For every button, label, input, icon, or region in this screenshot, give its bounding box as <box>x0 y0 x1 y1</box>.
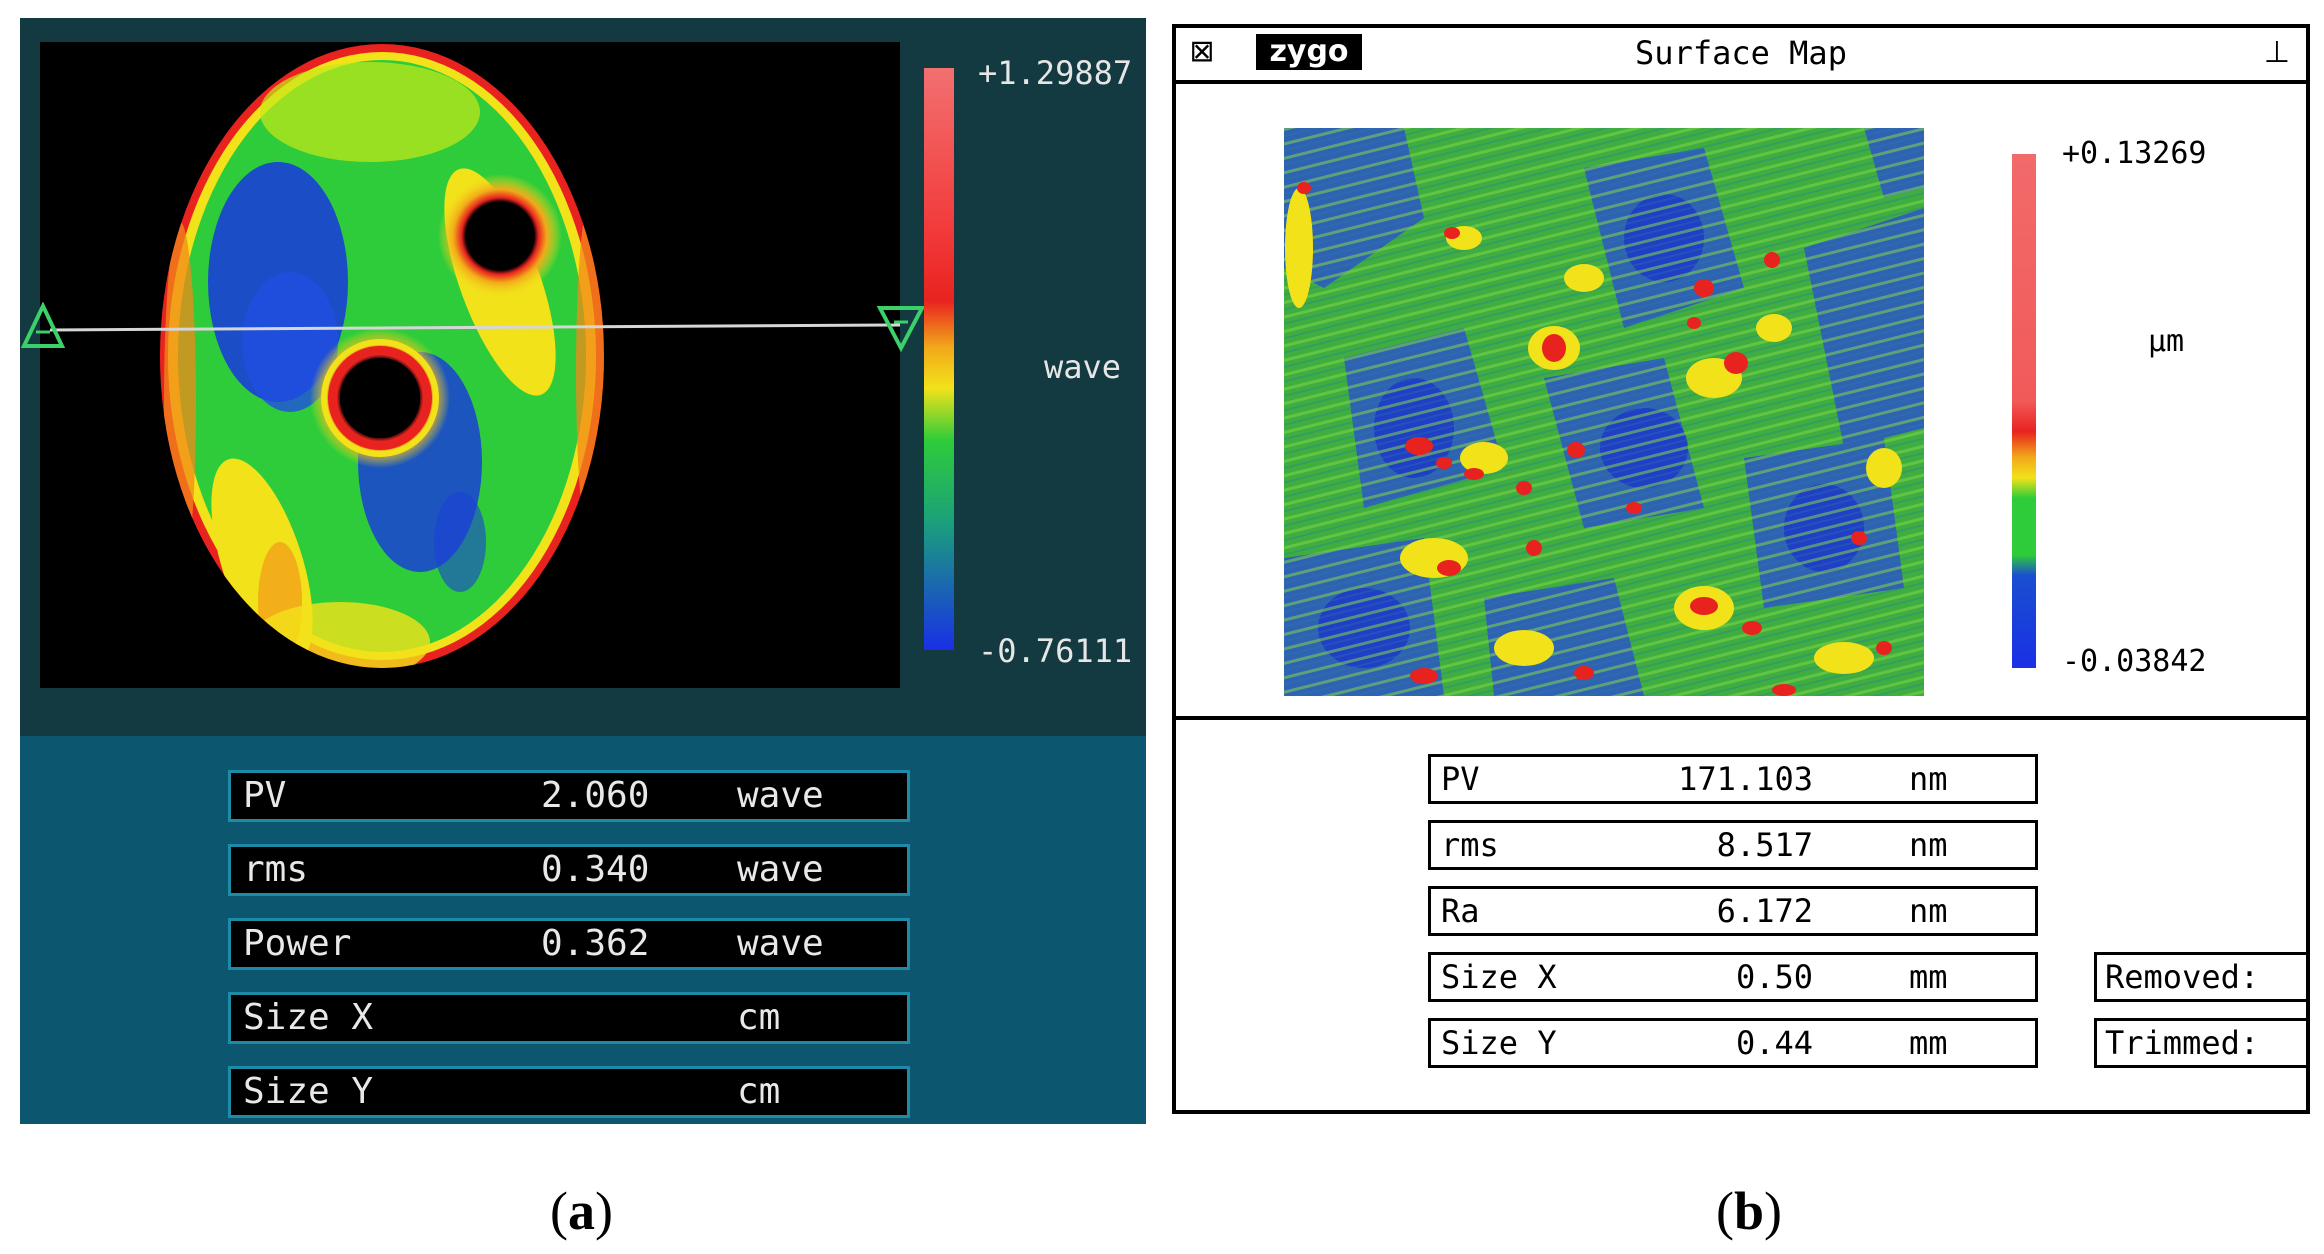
window-titlebar: ⊠ zygo Surface Map ⊥ <box>1176 28 2306 84</box>
window-pin-icon[interactable]: ⊥ <box>2263 35 2291 70</box>
zygo-logo: zygo <box>1256 34 1362 70</box>
row-unit: mm <box>1909 958 1948 996</box>
panel-a-color-scale-bar <box>924 68 954 650</box>
row-value: 0.44 <box>1735 1024 1813 1062</box>
panel-a-row-size-y: Size Y cm <box>228 1066 910 1118</box>
panel-a-surface-map[interactable] <box>40 42 900 688</box>
panel-a-row-power: Power 0.362 wave <box>228 918 910 970</box>
panel-a-scale-max: +1.29887 <box>978 54 1133 92</box>
row-value: 6.172 <box>1716 892 1813 930</box>
caption-a: (a) <box>550 1181 613 1241</box>
row-unit: mm <box>1909 1024 1948 1062</box>
trimmed-field: Trimmed: <box>2094 1018 2306 1068</box>
row-label: Size Y <box>1441 1024 1557 1062</box>
profile-end-marker-icon[interactable] <box>876 302 926 352</box>
panel-b-row-ra: Ra 6.172 nm <box>1428 886 2038 936</box>
row-label: Power <box>243 923 352 964</box>
row-unit: nm <box>1909 760 1948 798</box>
row-unit: cm <box>737 1071 781 1112</box>
panel-b-scale-unit: μm <box>2148 324 2185 359</box>
row-value: 0.340 <box>541 849 650 890</box>
row-value: 171.103 <box>1678 760 1813 798</box>
row-label: PV <box>1441 760 1480 798</box>
panel-b-display-area: +0.13269 μm -0.03842 <box>1176 84 2306 720</box>
row-label: PV <box>243 775 287 816</box>
profile-start-marker-icon[interactable] <box>20 302 66 352</box>
panel-a-row-pv: PV 2.060 wave <box>228 770 910 822</box>
panel-b-row-size-y: Size Y 0.44 mm <box>1428 1018 2038 1068</box>
row-unit: nm <box>1909 826 1948 864</box>
row-label: Size X <box>1441 958 1557 996</box>
panel-a-results-table: PV 2.060 wave rms 0.340 wave Power 0.362… <box>20 736 1146 1124</box>
row-label: rms <box>243 849 309 890</box>
row-unit: wave <box>737 775 824 816</box>
row-value: 0.50 <box>1735 958 1813 996</box>
panel-b-scale-max: +0.13269 <box>2062 136 2207 171</box>
panel-a-scale-min: -0.76111 <box>978 632 1133 670</box>
panel-b-row-rms: rms 8.517 nm <box>1428 820 2038 870</box>
row-value: 2.060 <box>541 775 650 816</box>
row-label: rms <box>1441 826 1499 864</box>
panel-a-row-size-x: Size X cm <box>228 992 910 1044</box>
row-unit: nm <box>1909 892 1948 930</box>
panel-b-row-size-x: Size X 0.50 mm <box>1428 952 2038 1002</box>
elliptical-wavefront-map <box>160 44 604 668</box>
row-label: Ra <box>1441 892 1480 930</box>
panel-b-surface-map[interactable] <box>1284 128 1924 696</box>
panel-a-scale-unit: wave <box>1044 348 1122 386</box>
profile-line-overlay <box>49 323 901 332</box>
removed-field: Removed: <box>2094 952 2306 1002</box>
panel-a-row-rms: rms 0.340 wave <box>228 844 910 896</box>
caption-b: (b) <box>1716 1181 1783 1241</box>
row-unit: cm <box>737 997 781 1038</box>
panel-b-scale-min: -0.03842 <box>2062 644 2207 679</box>
panel-a-display-area: +1.29887 wave -0.76111 <box>20 18 1146 736</box>
window-title: Surface Map <box>1635 34 1847 72</box>
panel-a-interferogram-window: +1.29887 wave -0.76111 PV 2.060 wave rms… <box>20 18 1146 1124</box>
panel-b-row-pv: PV 171.103 nm <box>1428 754 2038 804</box>
panel-b-color-scale-bar <box>2012 154 2036 668</box>
row-unit: wave <box>737 923 824 964</box>
row-value: 8.517 <box>1716 826 1813 864</box>
row-label: Size Y <box>243 1071 374 1112</box>
window-menu-icon[interactable]: ⊠ <box>1189 34 1215 69</box>
row-label: Size X <box>243 997 374 1038</box>
row-unit: wave <box>737 849 824 890</box>
row-value: 0.362 <box>541 923 650 964</box>
panel-b-surface-map-window: ⊠ zygo Surface Map ⊥ <box>1172 24 2310 1114</box>
